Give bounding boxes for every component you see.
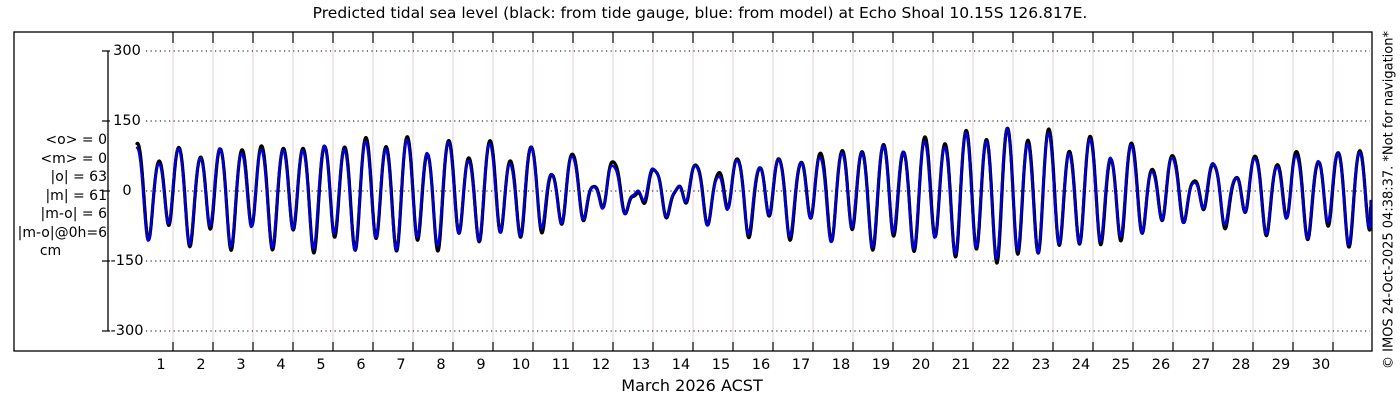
series-model [135, 126, 1372, 260]
y-tick-label: -150 [110, 253, 144, 269]
stat-line: |o| = 63 [50, 169, 107, 185]
x-tick-label: 26 [1151, 357, 1171, 373]
x-tick-label: 5 [316, 357, 326, 373]
x-tick-label: 15 [711, 357, 731, 373]
x-tick-label: 12 [591, 357, 611, 373]
x-tick-label: 18 [831, 357, 851, 373]
x-tick-label: 2 [196, 357, 206, 373]
x-tick-label: 21 [951, 357, 971, 373]
x-tick-label: 8 [436, 357, 446, 373]
x-tick-label: 9 [476, 357, 486, 373]
x-tick-label: 22 [991, 357, 1011, 373]
y-tick-label: 0 [122, 183, 132, 199]
stat-line: |m| = 61 [45, 187, 107, 204]
stat-line: cm [39, 243, 62, 259]
stats-block: <o> = 0 <m> = 0 |o| = 63 |m| = 61 |m-o| = 6 |… [14, 131, 107, 261]
x-tick-label: 30 [1311, 357, 1331, 373]
x-tick-label: 1 [156, 357, 166, 373]
x-tick-label: 24 [1071, 357, 1091, 373]
x-tick-label: 29 [1271, 357, 1291, 373]
y-tick-label: 150 [113, 113, 141, 129]
stat-line: <m> = 0 [40, 150, 107, 167]
x-tick-label: 3 [236, 357, 246, 373]
x-tick-label: 16 [751, 357, 771, 373]
x-tick-label: 13 [631, 357, 651, 373]
x-tick-label: 28 [1231, 357, 1251, 373]
x-tick-label: 10 [511, 357, 531, 373]
stat-line: <o> = 0 [45, 132, 107, 148]
y-tick-label: -300 [110, 323, 144, 339]
x-tick-label: 14 [671, 357, 691, 373]
x-tick-label: 6 [356, 357, 366, 373]
y-tick-label: 300 [113, 43, 141, 59]
chart-title: Predicted tidal sea level (black: from t… [312, 4, 1088, 22]
x-axis-label: March 2026 ACST [621, 376, 763, 395]
x-tick-label: 20 [911, 357, 931, 373]
stat-line: |m-o| = 6 [40, 206, 108, 222]
x-tick-label: 25 [1111, 357, 1131, 373]
x-tick-label: 17 [791, 357, 811, 373]
stat-line: |m-o|@0h=6 [17, 224, 107, 241]
x-tick-label: 19 [871, 357, 891, 373]
x-tick-label: 23 [1031, 357, 1051, 373]
plot-border [13, 31, 1373, 352]
x-tick-label: 11 [551, 357, 571, 373]
x-tick-label: 27 [1191, 357, 1211, 373]
x-tick-label: 7 [396, 357, 406, 373]
copyright-watermark: © IMOS 24-Oct-2025 04:38:37. *Not for na… [1381, 31, 1397, 369]
x-tick-label: 4 [276, 357, 286, 373]
